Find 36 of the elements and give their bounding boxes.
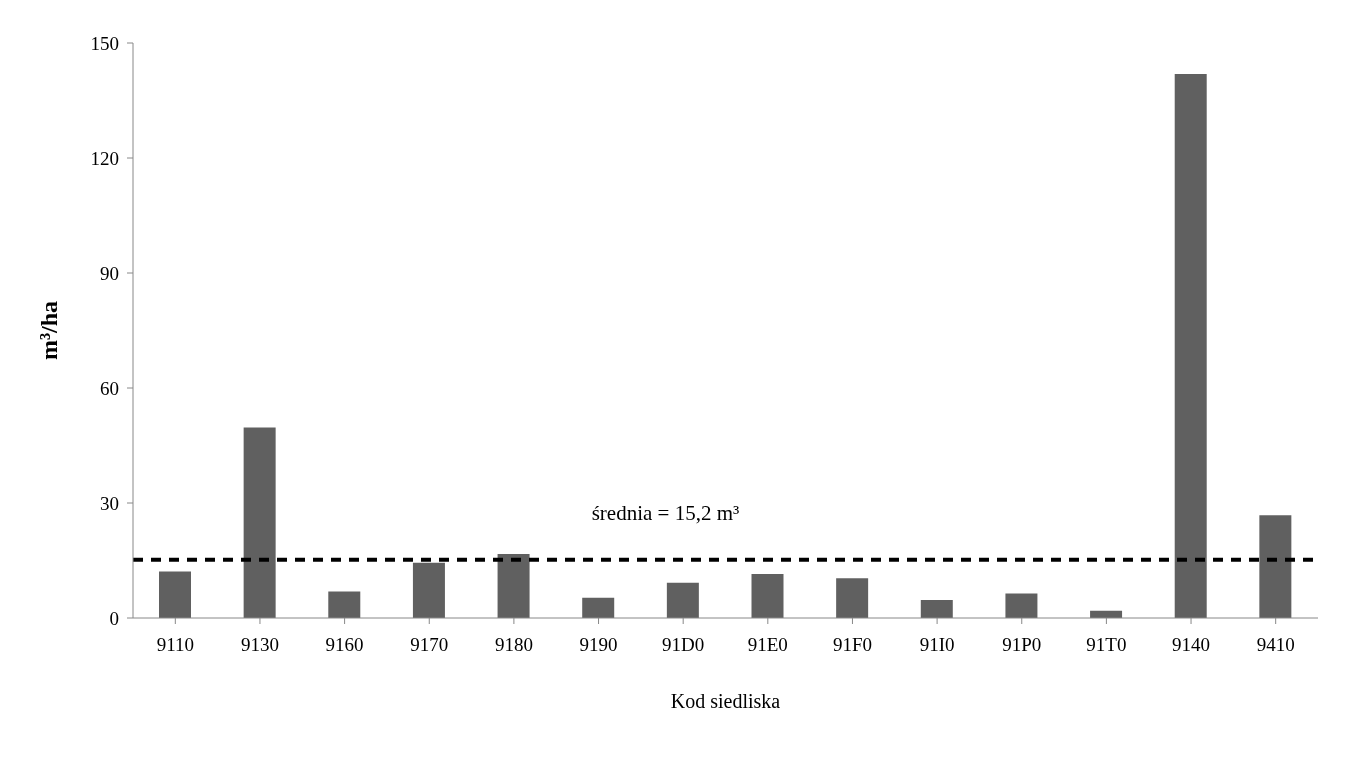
y-axis-title: m³/ha bbox=[35, 300, 62, 361]
y-tick-label: 0 bbox=[109, 607, 119, 629]
y-tick-label: 120 bbox=[90, 147, 119, 169]
bar bbox=[1174, 74, 1207, 618]
bar bbox=[666, 582, 699, 618]
bar bbox=[920, 599, 953, 618]
x-tick-label: 91I0 bbox=[919, 634, 955, 656]
x-tick-label: 9190 bbox=[579, 634, 618, 656]
x-tick-label: 9140 bbox=[1172, 634, 1211, 656]
bar bbox=[159, 571, 191, 618]
x-tick-label: 9160 bbox=[325, 634, 364, 656]
x-tick-label: 9180 bbox=[494, 634, 533, 656]
y-tick-label: 90 bbox=[100, 262, 119, 284]
x-tick-label: 91P0 bbox=[1002, 634, 1042, 656]
x-tick-label: 91E0 bbox=[747, 634, 788, 656]
x-tick-label: 91F0 bbox=[832, 634, 872, 656]
bar bbox=[328, 591, 361, 618]
x-tick-label: 9110 bbox=[156, 634, 194, 656]
bar bbox=[1259, 515, 1292, 618]
x-tick-label: 9410 bbox=[1256, 634, 1295, 656]
x-axis-title: Kod siedliska bbox=[670, 690, 781, 712]
x-tick-label: 91D0 bbox=[662, 634, 705, 656]
bar bbox=[836, 578, 869, 618]
bar bbox=[497, 553, 530, 618]
y-tick-label: 150 bbox=[90, 32, 119, 54]
y-tick-label: 30 bbox=[100, 492, 119, 514]
x-tick-label: 9170 bbox=[410, 634, 449, 656]
bar bbox=[751, 573, 784, 618]
bar bbox=[243, 427, 276, 618]
bar bbox=[1005, 593, 1038, 618]
x-tick-label: 9130 bbox=[240, 634, 279, 656]
y-tick-label: 60 bbox=[100, 377, 119, 399]
ref-line-label: średnia = 15,2 m³ bbox=[591, 500, 740, 525]
bar bbox=[582, 597, 615, 618]
bar bbox=[412, 562, 445, 618]
x-tick-label: 91T0 bbox=[1086, 634, 1127, 656]
